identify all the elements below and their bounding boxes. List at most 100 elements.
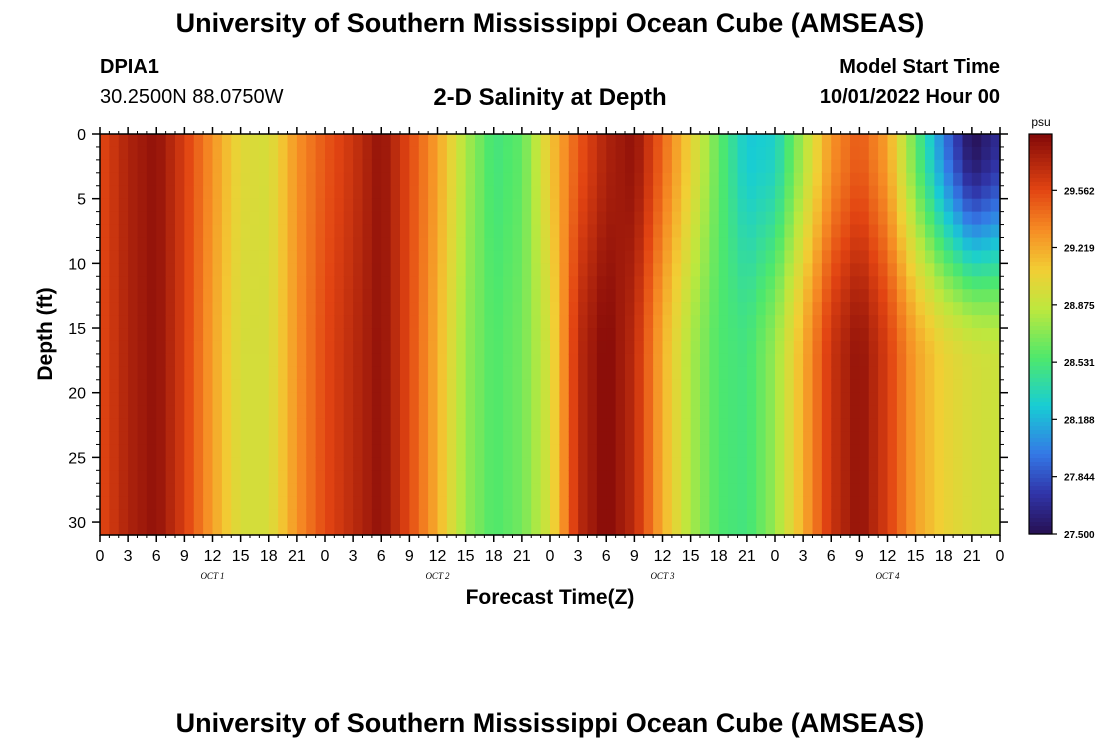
heatmap-cell	[428, 379, 439, 394]
heatmap-cell	[606, 418, 617, 433]
heatmap-cell	[765, 224, 776, 239]
heatmap-cell	[334, 159, 345, 174]
heatmap-cell	[962, 366, 973, 381]
heatmap-cell	[390, 431, 401, 446]
heatmap-cell	[296, 185, 307, 200]
heatmap-cell	[671, 315, 682, 329]
heatmap-cell	[662, 263, 673, 277]
heatmap-cell	[203, 496, 214, 510]
heatmap-cell	[550, 431, 560, 446]
colorbar-segment	[1029, 282, 1052, 287]
heatmap-cell	[690, 146, 701, 161]
heatmap-cell	[493, 418, 504, 433]
colorbar-segment	[1029, 326, 1052, 331]
heatmap-cell	[446, 289, 457, 303]
heatmap-cell	[578, 444, 589, 458]
heatmap-cell	[512, 237, 523, 252]
heatmap-cell	[784, 522, 795, 536]
heatmap-cell	[503, 379, 514, 394]
heatmap-cell	[343, 146, 354, 161]
heatmap-cell	[850, 328, 860, 342]
colorbar-segment	[1029, 362, 1052, 367]
heatmap-cell	[606, 237, 617, 252]
heatmap-cell	[128, 379, 139, 394]
heatmap-cell	[812, 509, 823, 523]
heatmap-cell	[812, 328, 823, 342]
heatmap-cell	[371, 159, 382, 174]
heatmap-cell	[212, 444, 223, 458]
heatmap-cell	[456, 198, 467, 213]
heatmap-cell	[700, 211, 710, 226]
heatmap-cell	[325, 392, 335, 407]
heatmap-cell	[175, 340, 185, 355]
heatmap-cell	[643, 392, 654, 407]
heatmap-cell	[456, 509, 467, 523]
heatmap-cell	[128, 496, 139, 510]
heatmap-cell	[484, 418, 495, 433]
heatmap-cell	[390, 444, 401, 458]
heatmap-cell	[784, 483, 795, 497]
colorbar-segment	[1029, 426, 1052, 431]
heatmap-cell	[428, 353, 439, 368]
x-tick-label: 15	[907, 548, 925, 565]
heatmap-cell	[428, 134, 439, 148]
heatmap-cell	[831, 276, 842, 290]
heatmap-cell	[381, 366, 392, 381]
heatmap-cell	[953, 366, 964, 381]
heatmap-cell	[306, 496, 317, 510]
heatmap-cell	[231, 289, 242, 303]
colorbar-segment	[1029, 274, 1052, 279]
heatmap-cell	[653, 276, 664, 290]
heatmap-cell	[587, 250, 598, 264]
heatmap-cell	[512, 172, 523, 187]
heatmap-cell	[278, 172, 289, 187]
heatmap-cell	[156, 431, 167, 446]
heatmap-cell	[362, 250, 373, 264]
heatmap-cell	[268, 198, 279, 213]
heatmap-cell	[878, 328, 889, 342]
heatmap-cell	[353, 418, 364, 433]
heatmap-cell	[437, 470, 448, 484]
heatmap-cell	[718, 250, 729, 264]
heatmap-cell	[634, 289, 645, 303]
heatmap-cell	[756, 237, 767, 252]
heatmap-cell	[446, 522, 457, 536]
heatmap-cell	[296, 340, 307, 355]
heatmap-cell	[803, 159, 814, 174]
heatmap-cell	[400, 470, 410, 484]
heatmap-cell	[596, 276, 607, 290]
x-tick-label: 12	[879, 548, 897, 565]
colorbar-segment	[1029, 162, 1052, 167]
heatmap-cell	[456, 211, 467, 226]
heatmap-cell	[362, 392, 373, 407]
heatmap-cell	[953, 198, 964, 213]
heatmap-cell	[850, 418, 860, 433]
heatmap-cell	[578, 198, 589, 213]
heatmap-cell	[737, 250, 748, 264]
heatmap-cell	[100, 146, 110, 161]
heatmap-cell	[428, 276, 439, 290]
heatmap-cell	[596, 211, 607, 226]
heatmap-cell	[859, 159, 870, 174]
heatmap-cell	[165, 134, 176, 148]
heatmap-cell	[550, 483, 560, 497]
heatmap-cell	[634, 483, 645, 497]
heatmap-cell	[100, 496, 110, 510]
heatmap-cell	[878, 392, 889, 407]
heatmap-cell	[437, 366, 448, 381]
heatmap-cell	[100, 302, 110, 316]
heatmap-cell	[859, 483, 870, 497]
colorbar-segment	[1029, 138, 1052, 143]
heatmap-cell	[221, 353, 232, 368]
heatmap-cell	[428, 392, 439, 407]
heatmap-cell	[100, 198, 110, 213]
heatmap-cell	[943, 250, 954, 264]
heatmap-cell	[193, 134, 204, 148]
heatmap-cell	[625, 340, 635, 355]
heatmap-cell	[409, 263, 420, 277]
heatmap-cell	[859, 146, 870, 161]
heatmap-cell	[728, 146, 739, 161]
heatmap-cell	[503, 211, 514, 226]
heatmap-cell	[128, 159, 139, 174]
colorbar-segment	[1029, 374, 1052, 379]
